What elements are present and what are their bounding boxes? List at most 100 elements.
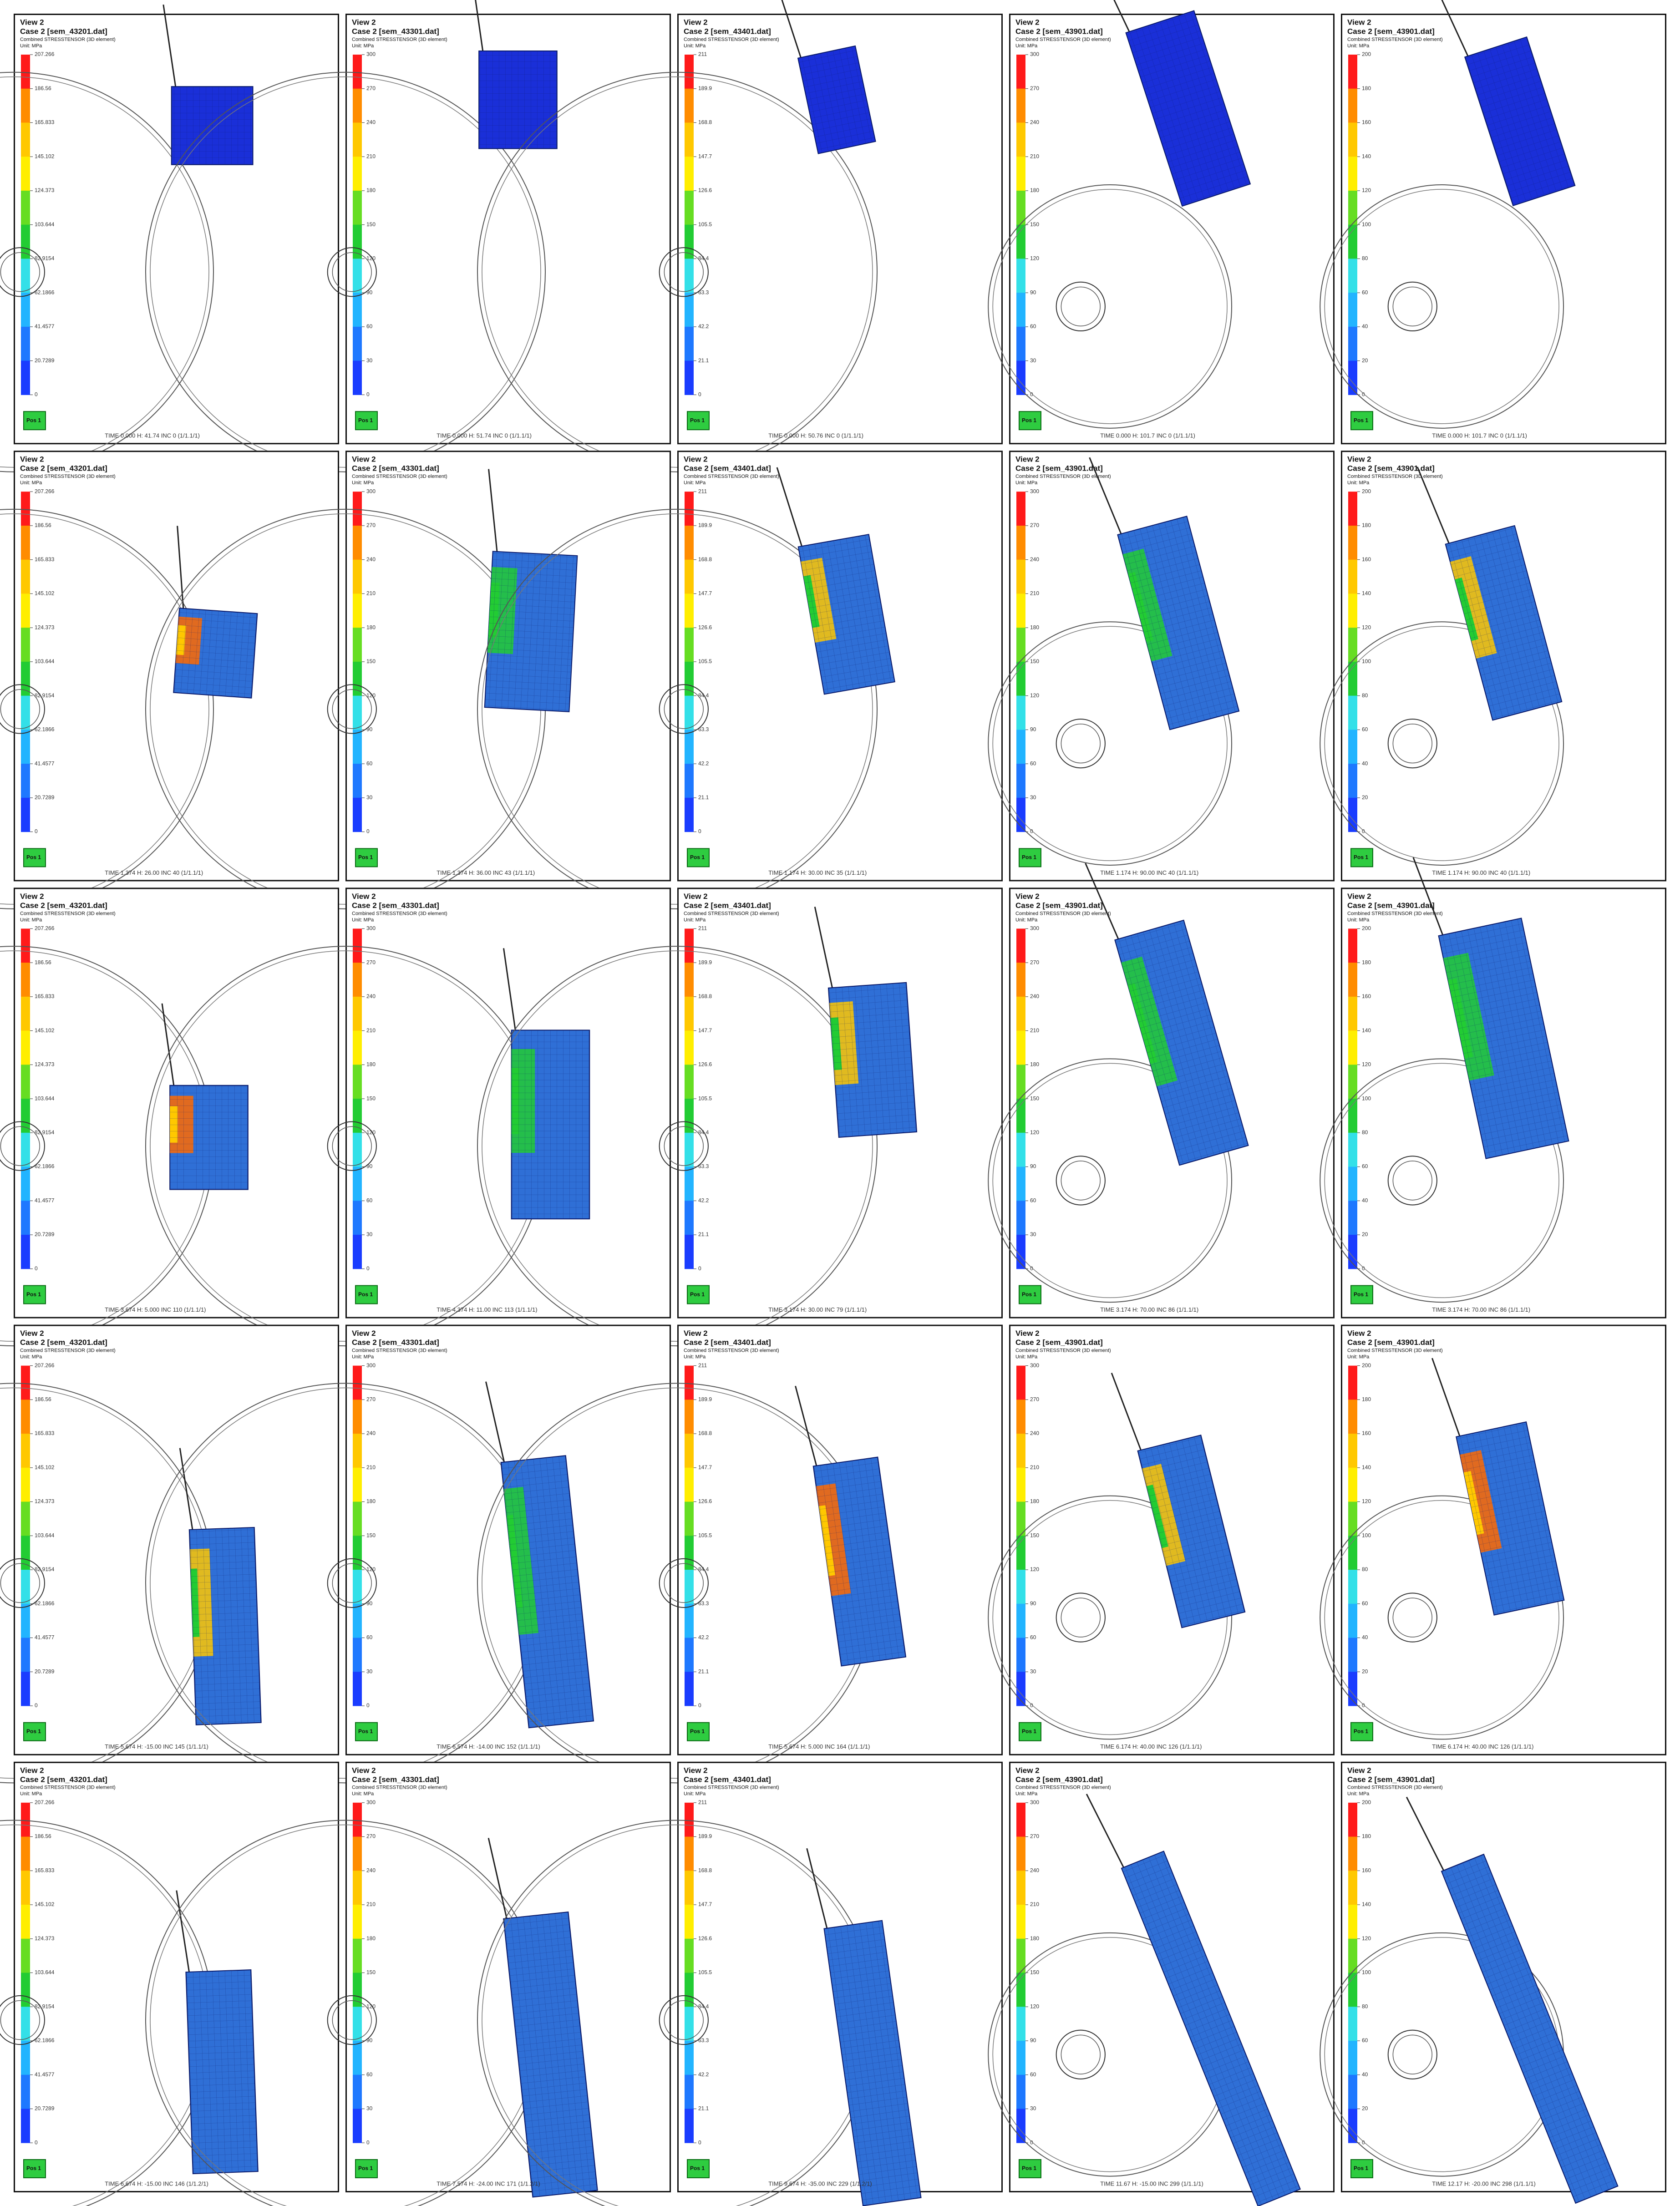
- pos-icon: [1350, 848, 1373, 867]
- legend-label: 240: [366, 119, 376, 126]
- legend-band: [1348, 1065, 1357, 1099]
- pos-label: Pos 1: [358, 417, 373, 423]
- legend-label: 30: [1030, 357, 1036, 364]
- pos-icon: [687, 848, 710, 867]
- legend-band: [353, 661, 362, 696]
- legend-label: 120: [1030, 255, 1039, 262]
- legend-band: [1016, 559, 1025, 594]
- legend-label: 150: [366, 221, 376, 228]
- legend-band: [353, 1672, 362, 1706]
- legend-label: 140: [1362, 1027, 1371, 1034]
- legend-band: [1348, 1536, 1357, 1570]
- legend-label: 40: [1362, 323, 1368, 330]
- legend-band: [685, 1672, 694, 1706]
- legend-band: [1348, 1638, 1357, 1672]
- quantity-label: Combined STRESSTENSOR (3D element): [352, 911, 447, 916]
- unit-label: Unit: MPa: [20, 917, 42, 923]
- case-label: Case 2 [sem_43901.dat]: [1015, 901, 1103, 910]
- legend-band: [1348, 1166, 1357, 1201]
- hub-inner: [1392, 1597, 1432, 1638]
- legend-label: 150: [1030, 1095, 1039, 1101]
- legend-label: 20: [1362, 2105, 1368, 2112]
- legend-band: [353, 1201, 362, 1235]
- legend-band: [1348, 1434, 1357, 1468]
- pos-label: Pos 1: [1022, 1291, 1036, 1298]
- quantity-label: Combined STRESSTENSOR (3D element): [352, 1785, 447, 1790]
- pos-icon: [23, 1285, 46, 1304]
- legend-label: 140: [1362, 153, 1371, 159]
- legend-band: [1348, 1570, 1357, 1604]
- legend-band: [353, 764, 362, 798]
- footer-status: TIME 4.374 H: 11.00 INC 113 (1/1.1/1): [436, 1306, 537, 1313]
- legend-band: [21, 996, 30, 1031]
- legend-label: 165.833: [35, 556, 55, 563]
- workpiece: [485, 1381, 594, 1729]
- legend-label: 180: [366, 1935, 376, 1942]
- legend-band: [21, 1235, 30, 1269]
- tool: [1412, 857, 1444, 935]
- legend-label: 145.102: [35, 1464, 55, 1471]
- legend-band: [21, 1400, 30, 1434]
- case-label: Case 2 [sem_43401.dat]: [684, 464, 771, 473]
- legend-label: 90: [1030, 1600, 1036, 1607]
- legend-label: 189.9: [698, 85, 712, 91]
- legend-band: [353, 360, 362, 395]
- legend-band: [21, 55, 30, 89]
- legend-band: [1016, 1938, 1025, 1973]
- legend-label: 168.8: [698, 993, 712, 999]
- legend-band: [685, 157, 694, 191]
- legend-band: [685, 1400, 694, 1434]
- mesh: [479, 51, 557, 149]
- unit-label: Unit: MPa: [20, 1791, 42, 1797]
- hub: [1387, 281, 1437, 332]
- legend-label: 300: [1030, 1362, 1039, 1369]
- hub: [327, 1558, 377, 1608]
- legend-label: 145.102: [35, 1901, 55, 1907]
- workpiece: [176, 1890, 259, 2175]
- view-label: View 2: [352, 1766, 376, 1775]
- legend-band: [21, 360, 30, 395]
- legend-label: 60: [1030, 760, 1036, 766]
- legend-band: [353, 2109, 362, 2143]
- legend-label: 42.2: [698, 1634, 709, 1641]
- workpiece: [161, 1003, 249, 1190]
- footer-status: TIME 5.674 H: 5.000 INC 164 (1/1.1/1): [768, 1743, 870, 1750]
- inner-ring: [992, 626, 1228, 861]
- inner-ring: [1324, 1063, 1559, 1298]
- legend-label: 240: [1030, 1867, 1039, 1873]
- legend-label: 126.6: [698, 1935, 712, 1942]
- legend-label: 90: [1030, 289, 1036, 295]
- legend-band: [353, 2040, 362, 2075]
- legend-label: 90: [366, 1163, 373, 1170]
- unit-label: Unit: MPa: [1347, 1354, 1370, 1360]
- legend-label: 40: [1362, 1197, 1368, 1203]
- legend-label: 60: [1362, 289, 1368, 295]
- legend-band: [353, 1638, 362, 1672]
- legend-label: 126.6: [698, 624, 712, 630]
- pos-label: Pos 1: [1022, 417, 1036, 423]
- legend-label: 105.5: [698, 1532, 712, 1538]
- legend-band: [685, 2040, 694, 2075]
- legend-label: 300: [366, 488, 376, 494]
- hub: [0, 247, 45, 297]
- legend-label: 207.266: [35, 1362, 55, 1369]
- legend-label: 60: [1362, 1600, 1368, 1607]
- legend-band: [685, 1030, 694, 1065]
- legend-label: 62.1866: [35, 726, 55, 733]
- legend-label: 42.2: [698, 760, 709, 766]
- legend-band: [21, 1836, 30, 1871]
- workpiece: [1085, 862, 1249, 1166]
- legend-band: [1016, 963, 1025, 997]
- legend-band: [21, 326, 30, 361]
- legend-label: 80: [1362, 692, 1368, 699]
- legend-label: 180: [366, 624, 376, 630]
- legend-band: [21, 695, 30, 730]
- view-label: View 2: [684, 892, 708, 901]
- footer-status: TIME 12.17 H: -20.00 INC 298 (1/1.1/1): [1432, 2180, 1536, 2187]
- pos-icon: [1350, 2159, 1373, 2179]
- legend-band: [21, 492, 30, 526]
